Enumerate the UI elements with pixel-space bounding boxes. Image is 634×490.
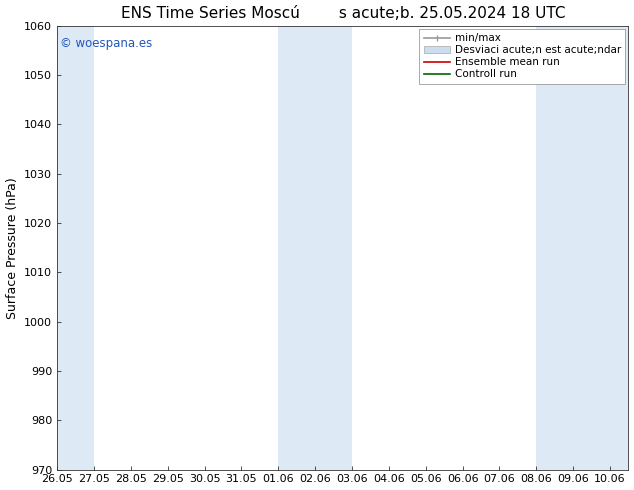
Title: ENS Time Series Moscú        s acute;b. 25.05.2024 18 UTC: ENS Time Series Moscú s acute;b. 25.05.2… [120, 5, 565, 21]
Bar [278, 26, 352, 469]
Bar [536, 26, 628, 469]
Bar [57, 26, 94, 469]
Legend: min/max, Desviaci acute;n est acute;ndar, Ensemble mean run, Controll run: min/max, Desviaci acute;n est acute;ndar… [420, 29, 625, 84]
Text: © woespana.es: © woespana.es [60, 37, 152, 50]
Y-axis label: Surface Pressure (hPa): Surface Pressure (hPa) [6, 177, 18, 318]
